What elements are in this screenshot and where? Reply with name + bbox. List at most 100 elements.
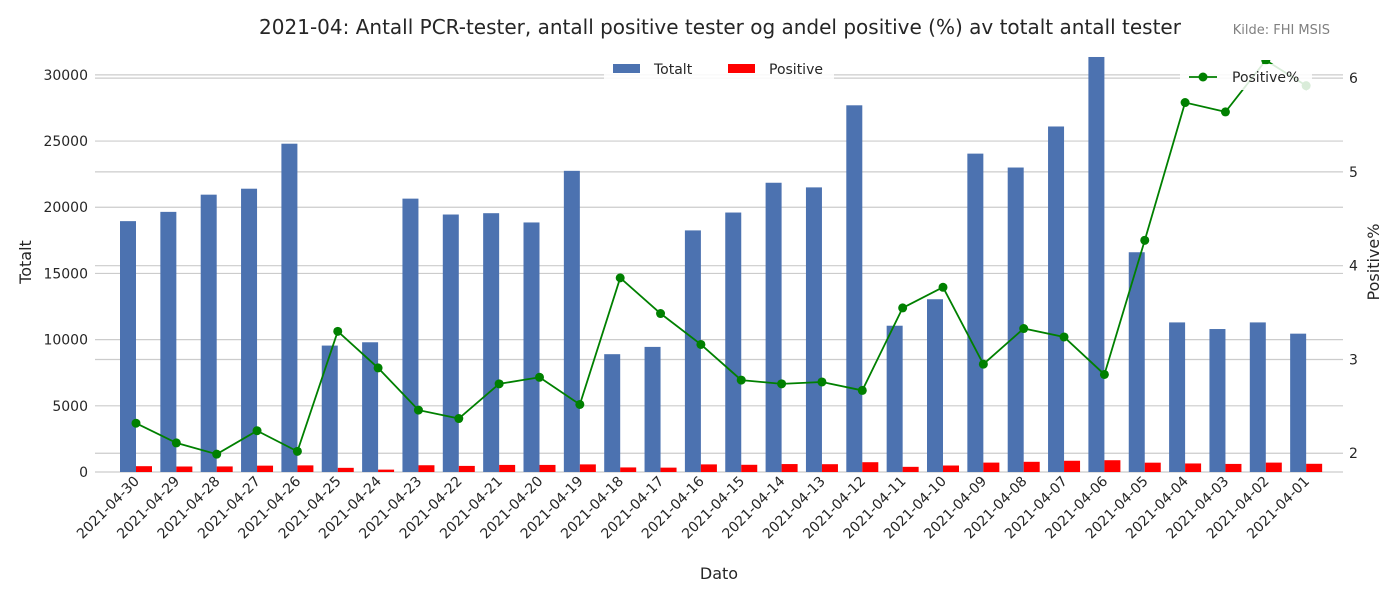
bar-totalt xyxy=(321,345,338,472)
bar-totalt xyxy=(483,213,500,472)
bar-positive xyxy=(983,462,1000,472)
bar-totalt xyxy=(886,325,903,472)
bar-positive xyxy=(1306,463,1323,472)
bar-totalt xyxy=(1209,329,1226,472)
positive-pct-point xyxy=(978,359,988,369)
positive-pct-point xyxy=(1099,369,1109,379)
positive-pct-point xyxy=(1220,107,1230,117)
bar-positive xyxy=(1185,463,1202,472)
bar-totalt xyxy=(1169,322,1186,472)
bar-positive xyxy=(257,465,274,472)
bar-positive xyxy=(620,467,637,472)
bar-positive xyxy=(943,465,959,472)
bar-totalt xyxy=(725,212,742,473)
bar-totalt xyxy=(927,299,943,472)
bar-totalt xyxy=(402,198,419,472)
bar-positive xyxy=(499,464,516,472)
positive-pct-point xyxy=(1180,98,1190,108)
line-layer xyxy=(131,60,1311,459)
positive-pct-point xyxy=(413,405,423,415)
bar-positive xyxy=(700,464,717,472)
bar-totalt xyxy=(644,346,661,472)
bar-positive xyxy=(176,466,193,472)
bar-totalt xyxy=(241,188,258,472)
bar-positive xyxy=(862,462,879,472)
legend-box xyxy=(604,56,834,82)
bar-totalt xyxy=(684,230,701,472)
bar-positive xyxy=(418,465,435,472)
positive-pct-point xyxy=(252,426,262,436)
bar-totalt xyxy=(967,153,984,472)
y2-tick-label: 3 xyxy=(1349,352,1358,368)
positive-pct-point xyxy=(857,385,867,395)
bar-positive xyxy=(458,465,475,472)
y2-tick-label: 4 xyxy=(1349,259,1358,275)
positive-pct-point xyxy=(1140,235,1150,245)
bar-positive xyxy=(539,464,556,472)
bar-positive xyxy=(660,467,677,472)
y2-tick-label: 6 xyxy=(1349,71,1358,87)
positive-pct-point xyxy=(535,372,544,382)
bar-layer xyxy=(120,56,1323,473)
positive-pct-point xyxy=(171,438,181,448)
positive-pct-point xyxy=(898,303,908,313)
bar-totalt xyxy=(160,211,177,472)
legend-label-positive: Positive xyxy=(769,62,823,78)
legend-label-positive-pct: Positive% xyxy=(1232,70,1299,86)
positive-pct-point xyxy=(494,379,504,389)
positive-pct-point xyxy=(292,446,302,456)
positive-pct-point xyxy=(1059,332,1069,342)
bar-totalt xyxy=(1007,167,1024,472)
positive-pct-point xyxy=(1019,324,1029,334)
legend-layer: Totalt Positive Positive% xyxy=(604,56,1312,90)
positive-pct-series xyxy=(131,60,1311,459)
bar-positive xyxy=(1144,462,1161,472)
bar-totalt xyxy=(1290,333,1307,472)
legend-swatch-totalt xyxy=(613,64,640,73)
positive-pct-point xyxy=(212,449,222,459)
bar-totalt xyxy=(442,214,459,472)
positive-pct-point xyxy=(736,375,746,385)
bar-totalt xyxy=(200,194,217,472)
bar-positive xyxy=(1064,460,1081,472)
positive-pct-point xyxy=(373,363,383,373)
bar-positive xyxy=(136,466,152,472)
y-tick-label: 30000 xyxy=(43,68,88,84)
positive-pct-point xyxy=(656,309,666,319)
positive-pct-point xyxy=(454,414,464,424)
bar-positive xyxy=(821,464,838,472)
positive-pct-point xyxy=(131,418,141,428)
legend-swatch-positive xyxy=(728,64,755,73)
bar-positive xyxy=(741,464,758,472)
y-tick-label: 5000 xyxy=(52,399,88,415)
bar-totalt xyxy=(1088,56,1105,472)
positive-pct-line xyxy=(135,60,1307,456)
y-tick-label: 15000 xyxy=(43,266,88,282)
bar-positive xyxy=(1023,461,1040,472)
bar-totalt xyxy=(846,105,863,473)
bar-totalt xyxy=(604,354,621,472)
positive-pct-point xyxy=(817,377,827,387)
y2-axis-label: Positive% xyxy=(1364,224,1383,301)
bar-positive xyxy=(1104,460,1121,472)
bar-totalt xyxy=(362,342,379,472)
bar-totalt xyxy=(563,170,580,473)
y2-tick-label: 5 xyxy=(1349,165,1358,181)
legend-marker-positive-pct xyxy=(1198,72,1208,82)
bar-totalt xyxy=(1048,126,1065,472)
bar-totalt xyxy=(120,221,136,472)
source-label: Kilde: FHI MSIS xyxy=(1233,23,1330,38)
positive-pct-point xyxy=(696,339,706,349)
y-tick-label: 0 xyxy=(79,465,88,481)
bar-positive xyxy=(337,467,354,472)
positive-pct-point xyxy=(575,399,585,409)
bar-totalt xyxy=(1249,322,1266,472)
bar-totalt xyxy=(281,143,298,472)
bar-positive xyxy=(1265,462,1282,472)
positive-pct-point xyxy=(938,282,948,292)
chart-title: 2021-04: Antall PCR-tester, antall posit… xyxy=(259,15,1182,39)
legend-label-totalt: Totalt xyxy=(653,62,693,78)
bar-positive xyxy=(579,464,596,472)
